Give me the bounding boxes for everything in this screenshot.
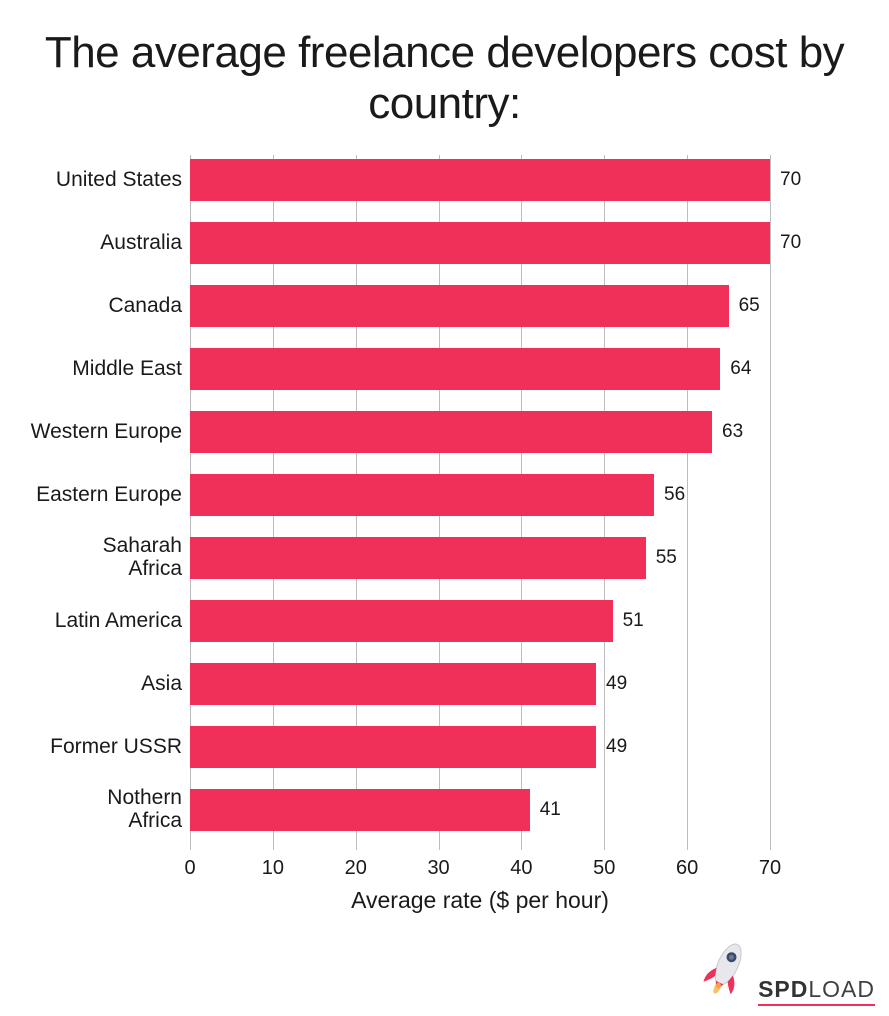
- bar: [190, 285, 729, 327]
- bar: [190, 222, 770, 264]
- y-axis-label: Asia: [2, 672, 182, 695]
- bar: [190, 600, 613, 642]
- x-tick-label: 30: [427, 857, 449, 880]
- y-axis-label: Eastern Europe: [2, 483, 182, 506]
- bar: [190, 411, 712, 453]
- x-tick-label: 50: [593, 857, 615, 880]
- rocket-icon: [699, 934, 754, 1004]
- bar: [190, 789, 530, 831]
- bar-value-label: 51: [623, 610, 644, 632]
- y-axis-labels: United States Australia Canada Middle East W…: [0, 155, 190, 850]
- bar-value-label: 63: [722, 421, 743, 443]
- y-axis-label: Former USSR: [2, 735, 182, 758]
- bar: [190, 159, 770, 201]
- y-axis-label: NothernAfrica: [2, 786, 182, 832]
- y-axis-label: SaharahAfrica: [2, 534, 182, 580]
- bar-value-label: 49: [606, 673, 627, 695]
- bar-row: 64: [190, 348, 751, 390]
- plot-area: Average rate ($ per hour) 01020304050607…: [190, 155, 770, 850]
- x-tick-label: 70: [759, 857, 781, 880]
- bar-value-label: 70: [780, 169, 801, 191]
- bar-value-label: 64: [730, 358, 751, 380]
- bar-value-label: 65: [739, 295, 760, 317]
- bar-row: 41: [190, 789, 561, 831]
- chart-container: United States Australia Canada Middle East W…: [0, 155, 889, 925]
- x-tick-label: 0: [184, 857, 195, 880]
- brand-name: SPDLOAD: [758, 976, 875, 1006]
- y-axis-label: Australia: [2, 231, 182, 254]
- y-axis-label: United States: [2, 168, 182, 191]
- bar-row: 51: [190, 600, 644, 642]
- x-tick-label: 60: [676, 857, 698, 880]
- y-axis-label: Canada: [2, 294, 182, 317]
- bar-row: 55: [190, 537, 677, 579]
- bar-row: 63: [190, 411, 743, 453]
- bar-row: 49: [190, 663, 627, 705]
- bar-row: 65: [190, 285, 760, 327]
- x-tick-label: 40: [510, 857, 532, 880]
- x-tick-label: 10: [262, 857, 284, 880]
- brand-logo: SPDLOAD: [699, 934, 875, 1006]
- bar-value-label: 55: [656, 547, 677, 569]
- y-axis-label: Western Europe: [2, 420, 182, 443]
- bar-value-label: 41: [540, 799, 561, 821]
- bar-row: 70: [190, 159, 801, 201]
- bar: [190, 537, 646, 579]
- bar-row: 49: [190, 726, 627, 768]
- chart-title: The average freelance developers cost by…: [0, 0, 889, 139]
- y-axis-label: Latin America: [2, 609, 182, 632]
- bar: [190, 663, 596, 705]
- x-axis-title: Average rate ($ per hour): [190, 887, 770, 914]
- bar-value-label: 70: [780, 232, 801, 254]
- bar-row: 70: [190, 222, 801, 264]
- y-axis-label: Middle East: [2, 357, 182, 380]
- x-tick-label: 20: [345, 857, 367, 880]
- bar: [190, 474, 654, 516]
- bar: [190, 348, 720, 390]
- bar: [190, 726, 596, 768]
- bar-value-label: 56: [664, 484, 685, 506]
- bar-value-label: 49: [606, 736, 627, 758]
- bar-row: 56: [190, 474, 685, 516]
